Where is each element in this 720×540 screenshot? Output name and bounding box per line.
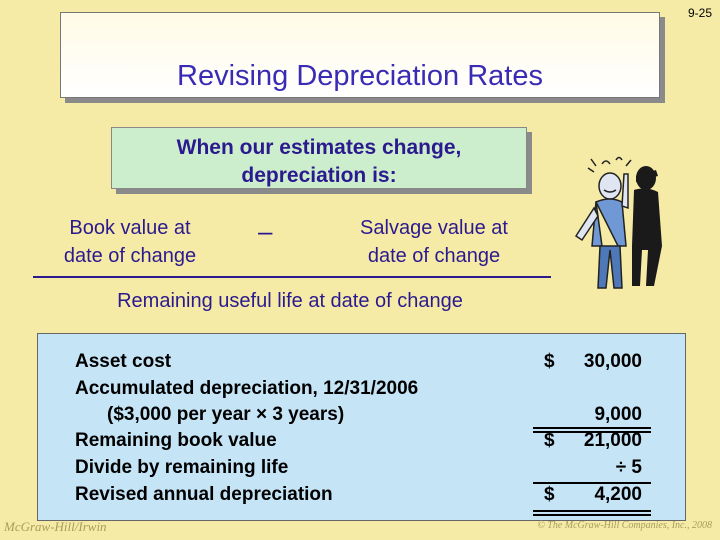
calc-value: 9,000 bbox=[594, 404, 642, 425]
title-box: Revising Depreciation Rates bbox=[60, 12, 660, 98]
calc-row-accumulated-depreciation: Accumulated depreciation, 12/31/2006 bbox=[38, 378, 685, 405]
calc-value: 21,000 bbox=[583, 430, 642, 451]
formula-minus-sign: – bbox=[258, 216, 273, 246]
total-double-rule bbox=[533, 510, 651, 512]
intro-box: When our estimates change, depreciation … bbox=[111, 127, 527, 189]
calc-row-revised-depreciation: Revised annual depreciation $ 4,200 bbox=[38, 484, 685, 511]
total-double-rule bbox=[533, 514, 651, 516]
subtotal-rule bbox=[533, 431, 651, 433]
intro-text: When our estimates change, depreciation … bbox=[176, 136, 462, 187]
formula-denominator: Remaining useful life at date of change bbox=[117, 290, 463, 312]
slide-number: 9-25 bbox=[687, 6, 712, 20]
total-rule bbox=[533, 482, 651, 484]
calc-value: 4,200 bbox=[594, 484, 642, 505]
subtotal-rule bbox=[533, 427, 651, 429]
calc-row-divide-by-life: Divide by remaining life ÷ 5 bbox=[38, 457, 685, 484]
calc-label: Remaining book value bbox=[75, 430, 277, 451]
formula-numerator-right: Salvage value at date of change bbox=[360, 217, 508, 267]
calc-currency: $ bbox=[544, 484, 555, 505]
calculation-box: Asset cost $ 30,000 Accumulated deprecia… bbox=[37, 333, 686, 521]
man-figure bbox=[574, 156, 632, 289]
calc-row-remaining-book-value: Remaining book value $ 21,000 bbox=[38, 430, 685, 457]
calc-label: Accumulated depreciation, 12/31/2006 bbox=[75, 378, 419, 399]
fraction-line bbox=[33, 276, 551, 278]
calc-currency: $ bbox=[544, 351, 555, 372]
calc-value: 30,000 bbox=[583, 351, 642, 372]
calc-label: ($3,000 per year × 3 years) bbox=[107, 404, 345, 425]
slide-title: Revising Depreciation Rates bbox=[177, 60, 543, 92]
calc-label: Revised annual depreciation bbox=[75, 484, 333, 505]
formula-numerator-left: Book value at date of change bbox=[63, 217, 197, 267]
worried-man-with-shadow-icon bbox=[574, 156, 662, 289]
calc-value: ÷ 5 bbox=[615, 457, 642, 478]
calc-row-depreciation-detail: ($3,000 per year × 3 years) 9,000 bbox=[38, 404, 685, 431]
calc-row-asset-cost: Asset cost $ 30,000 bbox=[38, 351, 685, 378]
calc-currency: $ bbox=[544, 430, 555, 451]
footer-copyright: © The McGraw-Hill Companies, Inc., 2008 bbox=[537, 520, 712, 531]
footer-publisher: McGraw-Hill/Irwin bbox=[4, 519, 107, 534]
shadow-figure bbox=[632, 166, 662, 286]
calc-label: Asset cost bbox=[75, 351, 172, 372]
calc-label: Divide by remaining life bbox=[75, 457, 289, 478]
